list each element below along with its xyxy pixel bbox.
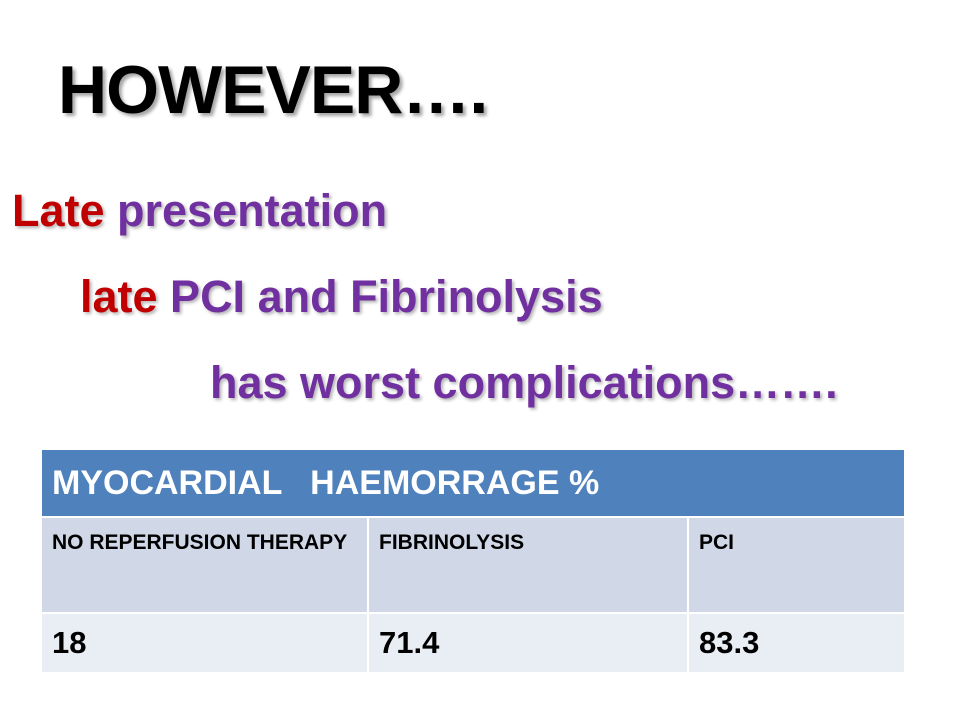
table-header: MYOCARDIAL HAEMORRAGE % bbox=[39, 448, 907, 518]
slide-title: HOWEVER…. bbox=[58, 52, 488, 128]
line-text: PCI and Fibrinolysis bbox=[157, 271, 603, 322]
table-header-row: MYOCARDIAL HAEMORRAGE % bbox=[39, 448, 907, 518]
column-label-no-reperfusion: NO REPERFUSION THERAPY bbox=[40, 516, 369, 614]
column-label-pci: PCI bbox=[686, 516, 907, 614]
highlight-word: Late bbox=[12, 185, 105, 236]
haemorrhage-table: MYOCARDIAL HAEMORRAGE % NO REPERFUSION T… bbox=[39, 448, 907, 674]
highlight-word: late bbox=[80, 271, 158, 322]
bullet-line-late-presentation: Late presentation bbox=[12, 188, 387, 233]
table-row: NO REPERFUSION THERAPY FIBRINOLYSIS PCI bbox=[40, 516, 907, 614]
bullet-line-late-pci: late PCI and Fibrinolysis bbox=[80, 274, 603, 319]
table-row: 18 71.4 83.3 bbox=[40, 612, 907, 674]
column-label-fibrinolysis: FIBRINOLYSIS bbox=[367, 516, 689, 614]
value-fibrinolysis: 71.4 bbox=[367, 612, 689, 674]
line-text: presentation bbox=[104, 185, 388, 236]
value-no-reperfusion: 18 bbox=[40, 612, 369, 674]
line-text: has worst complications……. bbox=[210, 357, 838, 408]
bullet-line-complications: has worst complications……. bbox=[210, 360, 838, 405]
value-pci: 83.3 bbox=[686, 612, 907, 674]
